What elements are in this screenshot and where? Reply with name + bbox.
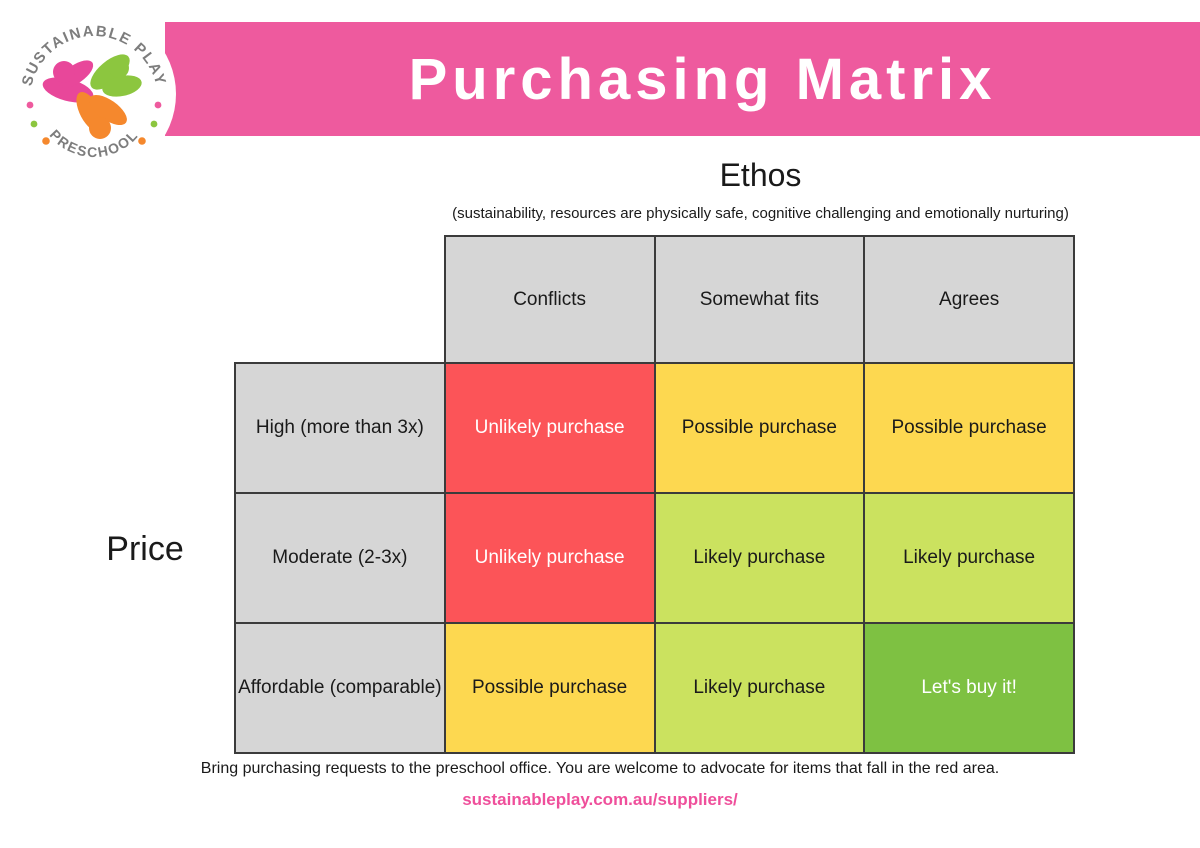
cell-high-agrees[interactable]: Possible purchase [863,362,1075,494]
page-title: Purchasing Matrix [408,46,997,112]
row-header-affordable: Affordable (comparable) [234,622,446,754]
cell-moderate-conflicts[interactable]: Unlikely purchase [443,492,656,624]
matrix-row-affordable: Affordable (comparable) Possible purchas… [234,622,1075,754]
row-header-moderate-line2: (2-3x) [357,547,408,569]
sustainable-play-preschool-logo-icon: SUSTAINABLE PLAY PRESCHOOL [12,12,176,176]
matrix-row-moderate: Moderate (2-3x) Unlikely purchase Likely… [234,492,1075,624]
row-header-high-line1: High [255,417,295,439]
matrix-row-high: High (more than 3x) Unlikely purchase Po… [234,362,1075,494]
cell-high-somewhat-fits[interactable]: Possible purchase [653,362,866,494]
row-header-affordable-line2: (comparable) [329,677,442,699]
column-axis-subtitle: (sustainability, resources are physicall… [452,205,1069,222]
matrix-table: Conflicts Somewhat fits Agrees High (mor… [234,235,1075,754]
row-header-affordable-line1: Affordable [238,677,325,699]
row-header-high-line2: (more than 3x) [300,417,424,439]
column-header-somewhat-fits: Somewhat fits [653,235,866,364]
column-axis-title: Ethos [719,157,802,193]
cell-high-conflicts[interactable]: Unlikely purchase [443,362,656,494]
matrix-header-row: Conflicts Somewhat fits Agrees [235,235,1075,364]
cell-moderate-somewhat-fits[interactable]: Likely purchase [653,492,866,624]
cell-affordable-somewhat-fits[interactable]: Likely purchase [653,622,866,754]
column-header-agrees: Agrees [863,235,1075,364]
logo: SUSTAINABLE PLAY PRESCHOOL [8,8,180,180]
footer-note: Bring purchasing requests to the prescho… [200,760,1000,777]
footer-url-link[interactable]: sustainableplay.com.au/suppliers/ [462,790,738,809]
row-header-moderate-line1: Moderate [272,547,353,569]
matrix-corner-blank [235,236,445,363]
row-header-moderate: Moderate (2-3x) [234,492,446,624]
cell-affordable-agrees[interactable]: Let's buy it! [863,622,1075,754]
header-bar [165,22,1200,136]
purchasing-matrix: Conflicts Somewhat fits Agrees High (mor… [234,235,1075,754]
cell-affordable-conflicts[interactable]: Possible purchase [443,622,656,754]
column-header-conflicts: Conflicts [443,235,656,364]
cell-moderate-agrees[interactable]: Likely purchase [863,492,1075,624]
row-axis-title: Price [106,530,184,568]
row-header-high: High (more than 3x) [234,362,446,494]
